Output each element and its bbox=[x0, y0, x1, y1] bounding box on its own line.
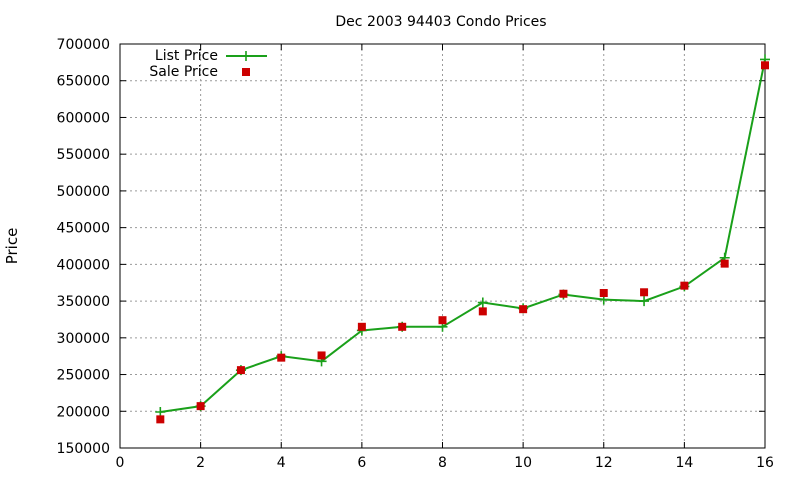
y-tick-label: 650000 bbox=[57, 74, 110, 90]
sale-price-point bbox=[640, 288, 649, 297]
legend-sample-sale-price-marker bbox=[242, 68, 250, 76]
x-tick-label: 0 bbox=[116, 455, 125, 471]
sale-price-point bbox=[478, 307, 487, 316]
x-tick-label: 2 bbox=[196, 455, 205, 471]
sale-price-point bbox=[277, 353, 286, 362]
x-tick-label: 6 bbox=[357, 455, 366, 471]
list-price-line bbox=[160, 59, 766, 413]
sale-price-point bbox=[438, 316, 447, 325]
plot-area-border bbox=[119, 43, 766, 449]
x-tick-label: 16 bbox=[756, 455, 774, 471]
sale-price-point bbox=[720, 259, 729, 268]
y-tick-label: 300000 bbox=[57, 331, 110, 347]
sale-price-point bbox=[559, 289, 568, 298]
y-tick-label: 600000 bbox=[57, 110, 110, 126]
x-tick-labels: 0 2 4 6 8 10 12 14 16 bbox=[116, 455, 774, 471]
sale-price-point bbox=[761, 61, 769, 70]
legend: List Price Sale Price bbox=[149, 48, 267, 80]
chart-title: Dec 2003 94403 Condo Prices bbox=[335, 14, 546, 30]
sale-price-point bbox=[398, 322, 407, 331]
sale-price-series bbox=[156, 61, 769, 424]
y-tick-label: 400000 bbox=[57, 257, 110, 273]
y-tick-label: 150000 bbox=[57, 441, 110, 457]
y-axis-label: Price bbox=[3, 228, 21, 265]
x-tick-label: 14 bbox=[675, 455, 693, 471]
legend-label-list-price: List Price bbox=[155, 48, 218, 64]
y-tick-label: 550000 bbox=[57, 147, 110, 163]
x-tick-label: 10 bbox=[514, 455, 532, 471]
y-tick-label: 450000 bbox=[57, 221, 110, 237]
sale-price-point bbox=[236, 366, 245, 375]
x-tick-label: 4 bbox=[277, 455, 286, 471]
x-tick-label: 8 bbox=[438, 455, 447, 471]
y-tick-label: 250000 bbox=[57, 368, 110, 384]
sale-price-point bbox=[196, 402, 205, 411]
legend-sample-list-price-marker bbox=[241, 51, 251, 61]
sale-price-point bbox=[317, 351, 326, 360]
sale-price-point bbox=[519, 305, 528, 314]
y-tick-label: 350000 bbox=[57, 294, 110, 310]
legend-label-sale-price: Sale Price bbox=[149, 64, 218, 80]
list-price-series bbox=[155, 54, 770, 418]
y-tick-label: 500000 bbox=[57, 184, 110, 200]
grid-lines bbox=[120, 44, 765, 448]
list-price-point bbox=[477, 297, 488, 308]
list-price-point bbox=[155, 407, 166, 418]
sale-price-point bbox=[156, 415, 165, 424]
sale-price-point bbox=[599, 289, 608, 298]
y-tick-label: 200000 bbox=[57, 404, 110, 420]
sale-price-point bbox=[357, 322, 366, 331]
y-tick-labels: 150000 200000 250000 300000 350000 400000 4500… bbox=[57, 37, 110, 457]
x-tick-label: 12 bbox=[595, 455, 613, 471]
list-price-point bbox=[639, 296, 650, 307]
y-tick-label: 700000 bbox=[57, 37, 110, 53]
sale-price-point bbox=[680, 281, 689, 290]
